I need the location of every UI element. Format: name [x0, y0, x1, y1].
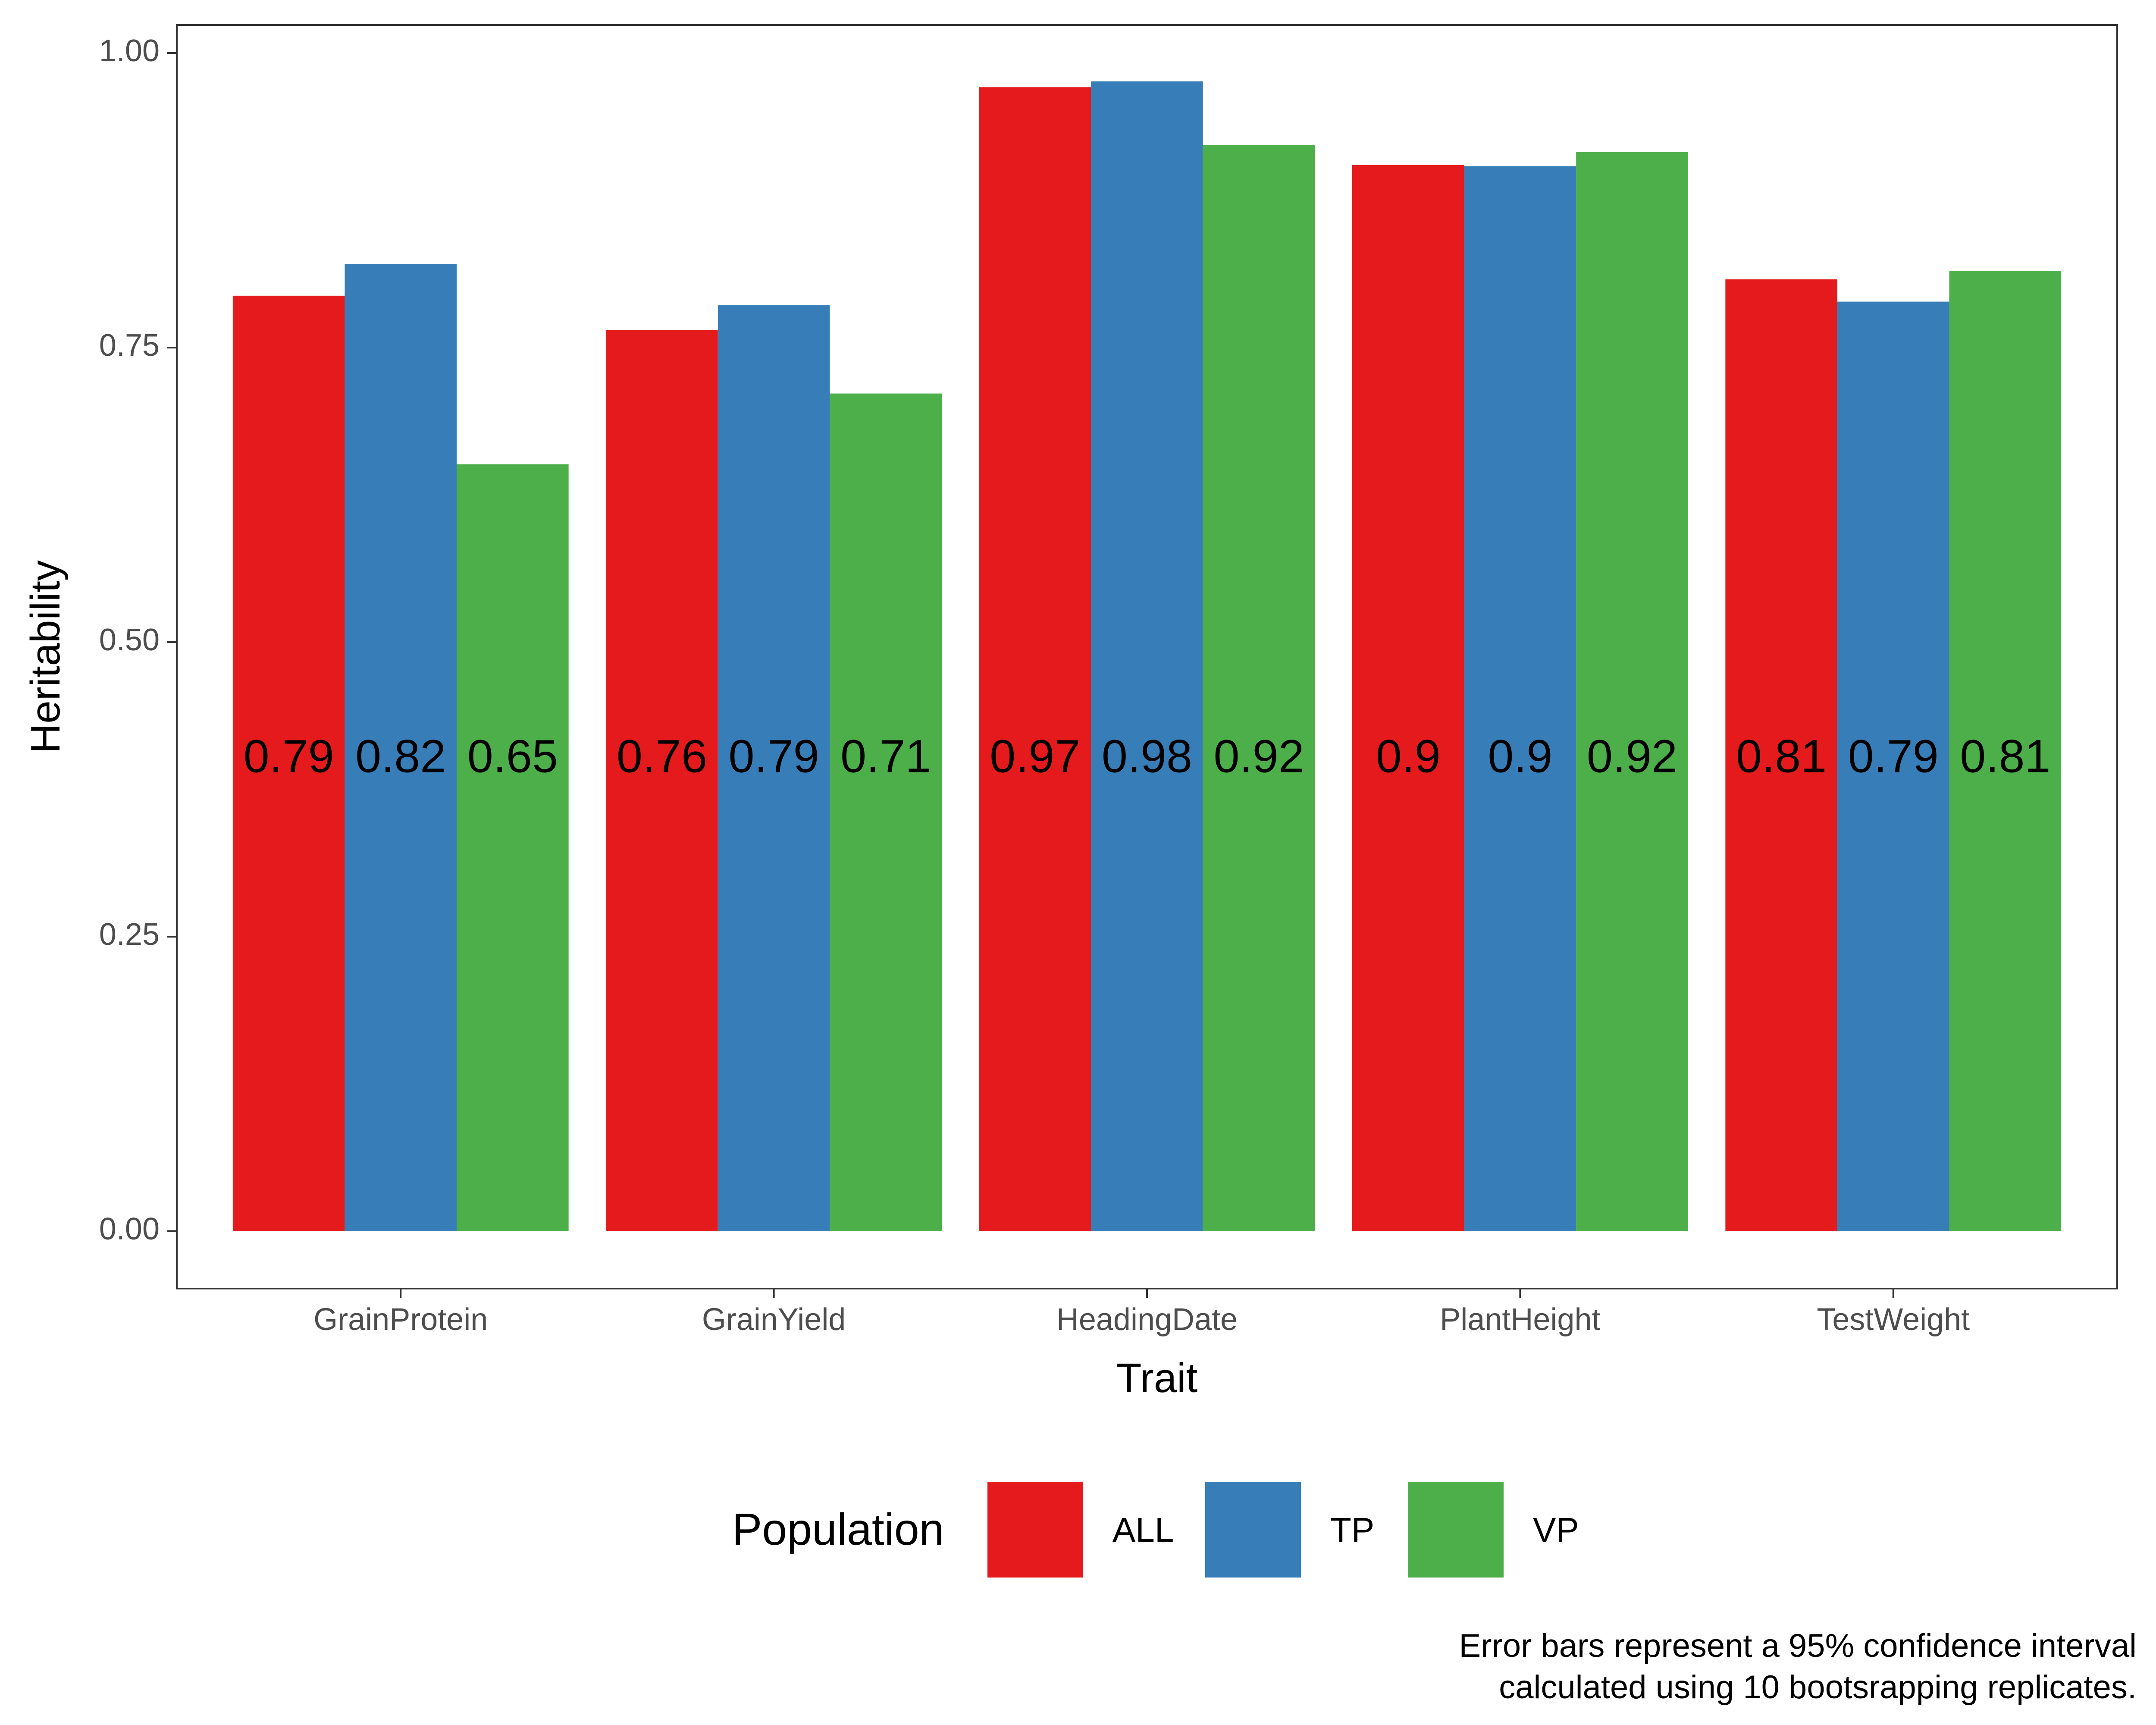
- bar-label-GrainYield-VP: 0.71: [840, 730, 931, 782]
- bar-label-GrainProtein-TP: 0.82: [355, 730, 446, 782]
- bar-GrainProtein-VP: [457, 464, 569, 1231]
- bar-labels-group: 0.79 0.82 0.65 0.76 0.79 0.71 0.97 0.98 0.92 0.9 0…: [244, 730, 2051, 782]
- y-tick-label: 0.25: [99, 917, 160, 952]
- bar-GrainYield-TP: [718, 305, 830, 1232]
- bar-label-PlantHeight-ALL: 0.9: [1376, 730, 1441, 782]
- bar-label-HeadingDate-VP: 0.92: [1214, 730, 1304, 782]
- y-tick-label: 0.75: [99, 328, 160, 363]
- x-axis: GrainProtein GrainYield HeadingDate PlantHe…: [313, 1289, 1970, 1337]
- legend-label-VP: VP: [1533, 1511, 1579, 1549]
- x-tick-label: HeadingDate: [1056, 1302, 1238, 1337]
- x-tick-label: GrainYield: [702, 1302, 846, 1337]
- x-axis-title: Trait: [1116, 1355, 1197, 1401]
- x-tick-label: TestWeight: [1817, 1302, 1970, 1337]
- y-axis-title: Heritability: [22, 560, 69, 753]
- caption-line-1: Error bars represent a 95% confidence in…: [1459, 1628, 2137, 1664]
- bar-label-GrainProtein-ALL: 0.79: [244, 730, 334, 782]
- legend-label-TP: TP: [1330, 1511, 1374, 1549]
- bar-GrainYield-VP: [830, 393, 942, 1231]
- bars-group: [232, 81, 2062, 1232]
- bar-label-HeadingDate-ALL: 0.97: [990, 730, 1080, 782]
- x-tick-label: PlantHeight: [1440, 1302, 1600, 1337]
- bar-label-TestWeight-ALL: 0.81: [1736, 730, 1827, 782]
- legend: Population ALL TP VP: [732, 1482, 1579, 1578]
- bar-GrainYield-ALL: [606, 330, 718, 1231]
- bar-label-GrainYield-ALL: 0.76: [617, 730, 707, 782]
- y-tick-label: 0.50: [99, 623, 160, 657]
- legend-label-ALL: ALL: [1112, 1511, 1174, 1549]
- x-tick-label: GrainProtein: [313, 1302, 488, 1337]
- bar-label-HeadingDate-TP: 0.98: [1102, 730, 1192, 782]
- legend-key-ALL: [987, 1482, 1083, 1578]
- caption: Error bars represent a 95% confidence in…: [1459, 1628, 2137, 1706]
- bar-label-GrainProtein-VP: 0.65: [467, 730, 558, 782]
- legend-title: Population: [732, 1505, 944, 1555]
- bar-GrainProtein-ALL: [232, 295, 345, 1231]
- bar-HeadingDate-VP: [1203, 145, 1315, 1232]
- y-tick-label: 0.00: [99, 1212, 160, 1246]
- bar-label-GrainYield-TP: 0.79: [729, 730, 819, 782]
- bar-TestWeight-TP: [1837, 301, 1949, 1231]
- bar-TestWeight-ALL: [1725, 279, 1837, 1232]
- bar-label-PlantHeight-TP: 0.9: [1488, 730, 1552, 782]
- bar-TestWeight-VP: [1949, 271, 2062, 1232]
- bar-label-TestWeight-VP: 0.81: [1960, 730, 2050, 782]
- caption-line-2: calculated using 10 bootsrapping replica…: [1499, 1669, 2137, 1706]
- bar-label-PlantHeight-VP: 0.92: [1587, 730, 1677, 782]
- bar-HeadingDate-ALL: [979, 87, 1091, 1231]
- legend-key-TP: [1205, 1482, 1301, 1578]
- bar-PlantHeight-VP: [1576, 152, 1688, 1231]
- y-axis: 0.00 0.25 0.50 0.75 1.00: [99, 34, 177, 1246]
- bar-HeadingDate-TP: [1091, 81, 1203, 1232]
- bar-PlantHeight-ALL: [1352, 165, 1464, 1231]
- y-tick-label: 1.00: [99, 34, 160, 68]
- bar-GrainProtein-TP: [345, 264, 457, 1231]
- bar-label-TestWeight-TP: 0.79: [1848, 730, 1939, 782]
- bar-PlantHeight-TP: [1464, 166, 1576, 1232]
- legend-key-VP: [1408, 1482, 1504, 1578]
